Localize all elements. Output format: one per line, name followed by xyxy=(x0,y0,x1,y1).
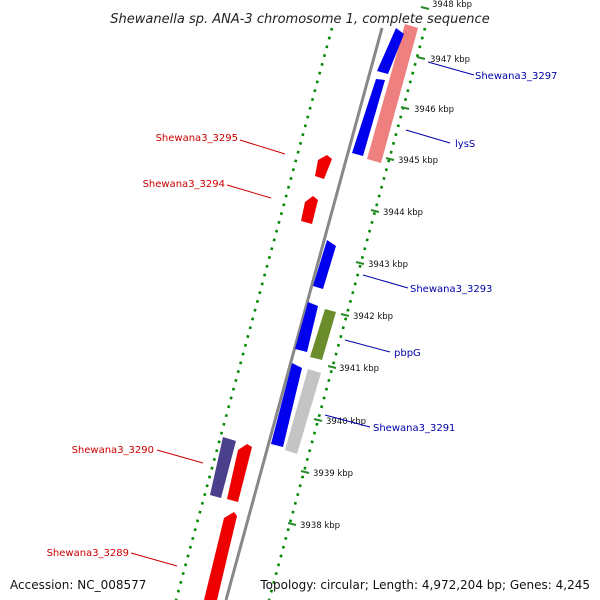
gene-label[interactable]: Shewana3_3295 xyxy=(156,133,238,144)
reverse-gene-shewana3-3294[interactable] xyxy=(301,196,318,224)
kbp-label: 3941 kbp xyxy=(339,364,379,374)
gene-label[interactable]: Shewana3_3290 xyxy=(72,445,154,456)
major-tick xyxy=(420,6,430,10)
forward-gene-3292[interactable] xyxy=(295,302,318,352)
gene-label[interactable]: Shewana3_3294 xyxy=(143,179,225,190)
leader-line xyxy=(362,274,409,289)
major-tick xyxy=(300,470,310,474)
major-tick xyxy=(340,313,350,317)
map-title: Shewanella sp. ANA-3 chromosome 1, compl… xyxy=(110,12,489,27)
major-tick xyxy=(327,365,337,369)
gene-label[interactable]: Shewana3_3293 xyxy=(410,284,492,295)
leader-line xyxy=(226,184,272,199)
accession-text: Accession: NC_008577 xyxy=(10,578,147,592)
leader-line xyxy=(156,449,204,464)
reverse-gene-shewana3-3290[interactable] xyxy=(210,437,236,498)
kbp-label: 3947 kbp xyxy=(430,55,470,65)
reverse-gene-3290b[interactable] xyxy=(227,444,252,502)
scale-ticks xyxy=(287,6,430,526)
gene-label[interactable]: Shewana3_3297 xyxy=(475,71,557,82)
major-tick xyxy=(287,522,297,526)
major-tick xyxy=(416,56,426,60)
major-tick xyxy=(400,106,410,110)
kbp-label: 3946 kbp xyxy=(414,105,454,115)
leader-line xyxy=(239,139,286,155)
grey-gene-feature[interactable] xyxy=(285,369,321,454)
major-tick xyxy=(355,261,365,265)
rrna-feature[interactable] xyxy=(367,24,418,163)
major-tick xyxy=(370,209,380,213)
gc-track-right xyxy=(267,27,427,600)
topology-text: Topology: circular; Length: 4,972,204 bp… xyxy=(260,578,590,592)
kbp-label: 3940 kbp xyxy=(326,417,366,427)
gene-label[interactable]: lysS xyxy=(455,139,475,150)
major-tick xyxy=(385,157,395,161)
reverse-gene-shewana3-3289[interactable] xyxy=(204,512,237,600)
major-tick xyxy=(313,418,323,422)
forward-gene-shewana3-3293[interactable] xyxy=(313,240,336,289)
gene-label[interactable]: Shewana3_3291 xyxy=(373,423,455,434)
leader-line xyxy=(130,552,178,567)
forward-gene-lyss[interactable] xyxy=(352,79,385,156)
kbp-label: 3939 kbp xyxy=(313,469,353,479)
leader-line xyxy=(324,414,371,428)
kbp-label: 3944 kbp xyxy=(383,208,423,218)
leader-line xyxy=(344,339,391,353)
forward-gene-shewana3-3297[interactable] xyxy=(377,28,404,74)
kbp-label: 3942 kbp xyxy=(353,312,393,322)
chromosome-backbone xyxy=(224,27,384,600)
gene-label[interactable]: Shewana3_3289 xyxy=(47,548,129,559)
kbp-label: 3945 kbp xyxy=(398,156,438,166)
kbp-label: 3948 kbp xyxy=(432,0,472,10)
leader-line xyxy=(427,61,475,76)
kbp-label: 3943 kbp xyxy=(368,260,408,270)
reverse-gene-shewana3-3295[interactable] xyxy=(315,155,332,179)
gene-pbpg[interactable] xyxy=(310,309,336,360)
kbp-label: 3938 kbp xyxy=(300,521,340,531)
forward-gene-shewana3-3291[interactable] xyxy=(271,363,302,447)
leader-line xyxy=(405,129,451,144)
gene-label[interactable]: pbpG xyxy=(394,348,421,359)
